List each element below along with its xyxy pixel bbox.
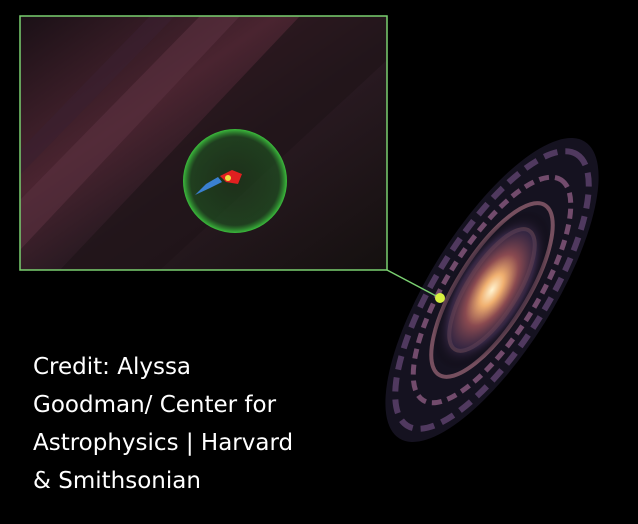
- caption-line: Astrophysics | Harvard: [33, 430, 293, 456]
- highlight-dot: [435, 293, 445, 303]
- inset-view: [20, 16, 387, 270]
- inset-border: [19, 15, 388, 271]
- connector: [386, 269, 441, 299]
- galaxy: [385, 137, 599, 443]
- caption-line: & Smithsonian: [33, 468, 201, 494]
- caption-line: Credit: Alyssa: [33, 354, 191, 380]
- caption-line: Goodman/ Center for: [33, 392, 277, 418]
